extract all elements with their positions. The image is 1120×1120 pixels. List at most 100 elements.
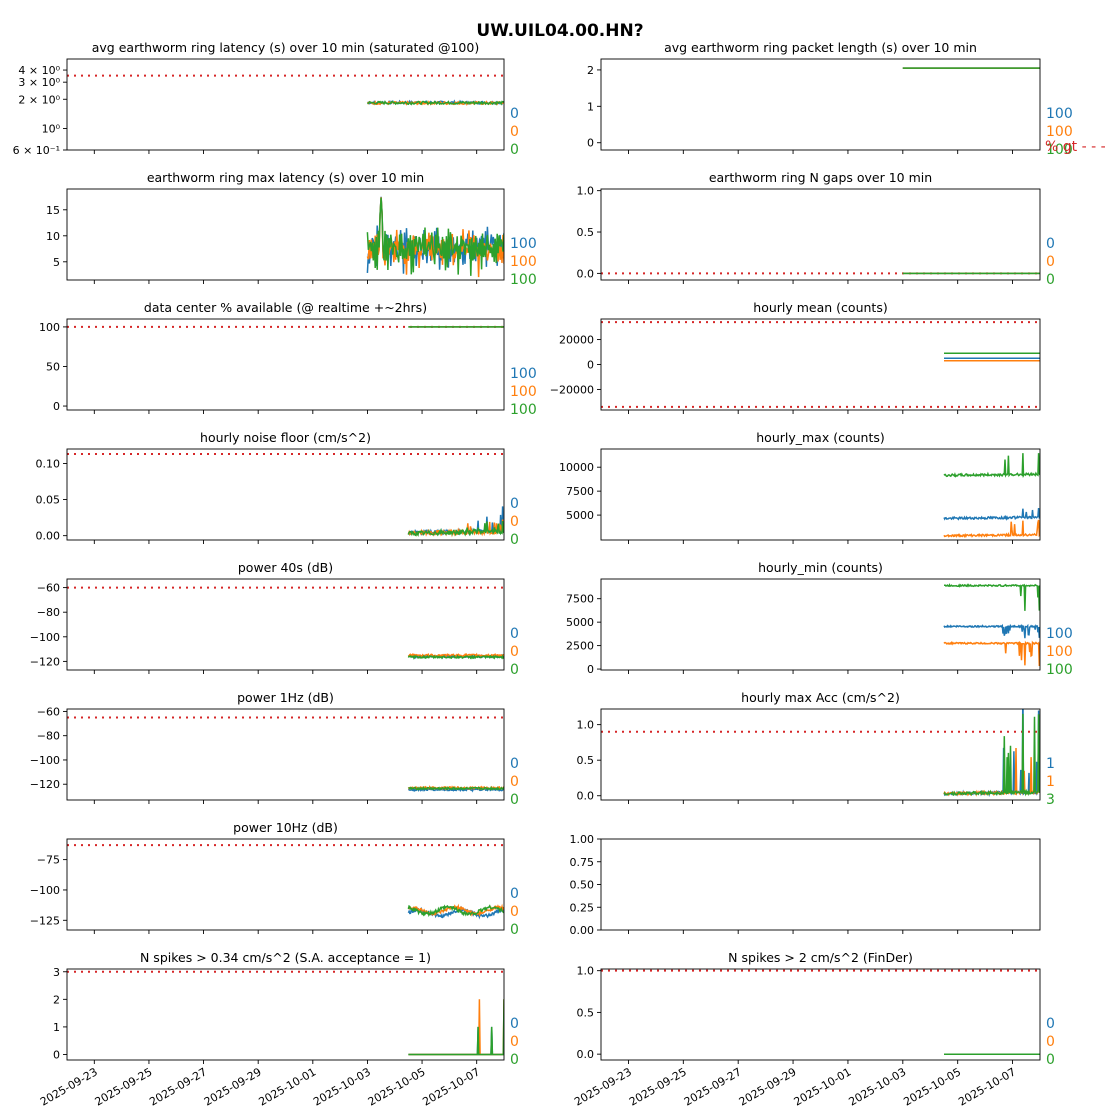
side-count-label: 0 <box>510 904 519 920</box>
side-count-label: 100 <box>510 272 537 288</box>
side-count-label: 3 <box>1046 792 1055 808</box>
plot-frame <box>600 968 1041 1061</box>
panel-title: power 10Hz (dB) <box>233 820 338 835</box>
series-line-HNN <box>407 652 504 658</box>
x-tick-label: 2025-10-03 <box>311 1065 373 1108</box>
side-count-label: 0 <box>510 1034 519 1050</box>
y-tick-label: −80 <box>37 606 60 619</box>
side-count-label: 0 <box>510 124 519 140</box>
y-tick-label: 2 × 10⁰ <box>18 93 60 106</box>
side-count-label: 0 <box>510 662 519 678</box>
figure-title: UW.UIL04.00.HN? <box>476 21 643 41</box>
side-count-label: 1 <box>1046 774 1055 790</box>
side-count-label: 100 <box>1046 106 1073 122</box>
side-count-label: 100 <box>510 402 537 418</box>
y-tick-label: 1 <box>587 100 594 113</box>
plot-frame <box>600 318 1041 411</box>
series-line-HNE <box>408 1026 504 1056</box>
y-tick-label: 0 <box>587 359 594 372</box>
y-tick-label: 0.05 <box>36 494 61 507</box>
side-count-label: 0 <box>510 792 519 808</box>
x-tick-label: 2025-10-01 <box>256 1065 318 1108</box>
y-tick-label: −100 <box>30 754 60 767</box>
side-count-label: 100 <box>1046 124 1073 140</box>
side-count-label: 100 <box>510 384 537 400</box>
y-tick-label: −120 <box>30 655 60 668</box>
x-tick-label: 2025-09-25 <box>627 1065 689 1108</box>
panel-title: hourly noise floor (cm/s^2) <box>200 430 371 445</box>
y-tick-label: 5000 <box>566 509 594 522</box>
y-tick-label: 6 × 10⁻¹ <box>13 144 60 157</box>
panel-title: N spikes > 2 cm/s^2 (FinDer) <box>728 950 913 965</box>
y-tick-label: 0.50 <box>570 879 595 892</box>
y-tick-label: 1 <box>53 1021 60 1034</box>
series-group <box>67 586 504 660</box>
side-count-label: 0 <box>510 496 519 512</box>
y-tick-label: 3 <box>53 966 60 979</box>
y-tick-label: 0 <box>587 137 594 150</box>
x-tick-label: 2025-10-01 <box>792 1065 854 1108</box>
y-tick-label: 5000 <box>566 616 594 629</box>
panel-p8: hourly_max (counts) 5000 7500 10000 <box>559 430 1041 544</box>
y-tick-label: 1.0 <box>577 719 595 732</box>
side-count-label: 0 <box>1046 236 1055 252</box>
series-line-HNZ <box>943 713 1040 797</box>
series-group <box>943 453 1040 539</box>
plot-frame <box>66 838 505 931</box>
plot-frame <box>66 318 505 411</box>
side-count-label: 100 <box>510 254 537 270</box>
panels-container: avg earthworm ring latency (s) over 10 m… <box>13 40 1106 1109</box>
panel-title: hourly mean (counts) <box>753 300 887 315</box>
y-tick-label: 0 <box>53 1048 60 1061</box>
side-count-label: 0 <box>510 1016 519 1032</box>
y-tick-label: −100 <box>30 631 60 644</box>
series-line-HNZ <box>943 453 1040 479</box>
series-line-HNN <box>943 741 1040 797</box>
x-tick-label: 2025-09-23 <box>572 1065 634 1108</box>
y-tick-label: 1.00 <box>570 833 595 846</box>
series-line-HNZ <box>407 904 504 917</box>
side-count-label: 0 <box>510 1052 519 1068</box>
series-line-HNE <box>943 709 1040 798</box>
series-group <box>67 453 504 538</box>
x-tick-label: 2025-10-07 <box>956 1065 1018 1108</box>
side-count-label: 0 <box>510 626 519 642</box>
x-tick-label: 2025-09-23 <box>38 1065 100 1108</box>
x-tick-label: 2025-10-07 <box>420 1065 482 1108</box>
side-count-label: 0 <box>1046 254 1055 270</box>
x-tick-label: 2025-09-25 <box>93 1065 155 1108</box>
y-tick-label: 100 <box>39 321 60 334</box>
panel-p2: avg earthworm ring packet length (s) ove… <box>587 40 1106 158</box>
side-count-label: 0 <box>510 644 519 660</box>
y-tick-label: 0.5 <box>577 226 595 239</box>
panel-p9: power 40s (dB) −120 −100 −80 −60 0 0 0 <box>30 560 519 678</box>
plot-frame <box>600 838 1041 931</box>
panel-p7: hourly noise floor (cm/s^2) 0.00 0.05 0.10 0… <box>36 430 519 548</box>
y-tick-label: 10⁰ <box>42 122 61 135</box>
panel-p5: data center % available (@ realtime +~2h… <box>39 300 537 418</box>
side-count-label: 0 <box>510 886 519 902</box>
panel-p10: hourly_min (counts) 0 2500 5000 7500 100 100 10… <box>566 560 1073 678</box>
y-tick-label: 0.0 <box>577 790 595 803</box>
y-tick-label: 10000 <box>559 461 594 474</box>
series-line-HNZ <box>366 100 504 106</box>
y-tick-label: 0.25 <box>570 901 595 914</box>
plot-frame <box>600 58 1041 151</box>
panel-p11: power 1Hz (dB) −120 −100 −80 −60 0 0 0 <box>30 690 519 808</box>
series-group <box>366 196 504 278</box>
series-line-HNZ <box>408 999 504 1056</box>
y-tick-label: 3 × 10⁰ <box>18 76 60 89</box>
panel-p6: hourly mean (counts) −20000 0 20000 <box>550 300 1041 414</box>
side-count-label: 0 <box>510 106 519 122</box>
y-tick-label: 1.0 <box>577 185 595 198</box>
series-line-HNN <box>943 640 1040 667</box>
x-tick-label: 2025-09-27 <box>147 1065 209 1108</box>
y-tick-label: −100 <box>30 884 60 897</box>
panel-p12: hourly max Acc (cm/s^2) 0.0 0.5 1.0 1 1 3 <box>577 690 1055 808</box>
side-count-label: 100 <box>1046 662 1073 678</box>
series-group <box>601 321 1040 408</box>
y-tick-label: 7500 <box>566 593 594 606</box>
y-tick-label: 5 <box>53 256 60 269</box>
panel-title: hourly max Acc (cm/s^2) <box>741 690 900 705</box>
